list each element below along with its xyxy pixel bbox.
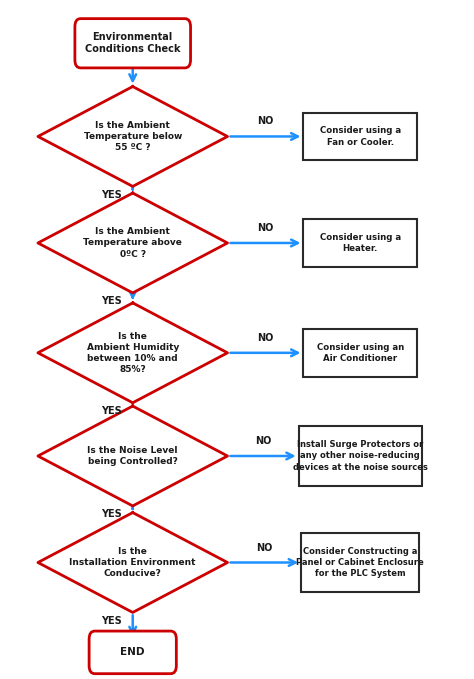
Polygon shape bbox=[38, 513, 228, 612]
Text: Is the Noise Level
being Controlled?: Is the Noise Level being Controlled? bbox=[88, 446, 178, 466]
Text: END: END bbox=[120, 647, 145, 657]
Polygon shape bbox=[38, 193, 228, 293]
Text: NO: NO bbox=[255, 436, 271, 446]
Text: Environmental
Conditions Check: Environmental Conditions Check bbox=[85, 32, 181, 54]
Text: Is the Ambient
Temperature above
0ºC ?: Is the Ambient Temperature above 0ºC ? bbox=[83, 227, 182, 259]
Text: Consider using a
Fan or Cooler.: Consider using a Fan or Cooler. bbox=[319, 126, 401, 147]
Text: YES: YES bbox=[101, 406, 122, 416]
FancyBboxPatch shape bbox=[303, 329, 417, 377]
Text: YES: YES bbox=[101, 296, 122, 306]
Text: NO: NO bbox=[257, 117, 273, 126]
FancyBboxPatch shape bbox=[303, 219, 417, 267]
Text: Is the
Installation Environment
Conducive?: Is the Installation Environment Conduciv… bbox=[70, 547, 196, 578]
Text: Is the
Ambient Humidity
between 10% and
85%?: Is the Ambient Humidity between 10% and … bbox=[87, 331, 179, 374]
FancyBboxPatch shape bbox=[75, 18, 191, 68]
FancyBboxPatch shape bbox=[303, 113, 417, 160]
Text: YES: YES bbox=[101, 189, 122, 200]
Text: YES: YES bbox=[101, 509, 122, 519]
Text: NO: NO bbox=[257, 223, 273, 233]
Text: NO: NO bbox=[256, 543, 273, 553]
Text: Is the Ambient
Temperature below
55 ºC ?: Is the Ambient Temperature below 55 ºC ? bbox=[83, 121, 182, 152]
Text: YES: YES bbox=[101, 616, 122, 626]
Text: NO: NO bbox=[257, 333, 273, 343]
Polygon shape bbox=[38, 86, 228, 187]
Text: Consider using a
Heater.: Consider using a Heater. bbox=[319, 233, 401, 253]
Polygon shape bbox=[38, 303, 228, 403]
FancyBboxPatch shape bbox=[301, 532, 419, 593]
Text: Install Surge Protectors or
any other noise-reducing
devices at the noise source: Install Surge Protectors or any other no… bbox=[293, 441, 428, 472]
Text: Consider using an
Air Conditioner: Consider using an Air Conditioner bbox=[317, 343, 404, 363]
FancyBboxPatch shape bbox=[89, 631, 176, 674]
FancyBboxPatch shape bbox=[299, 426, 422, 486]
Text: Consider Constructing a
Panel or Cabinet Enclosure
for the PLC System: Consider Constructing a Panel or Cabinet… bbox=[296, 547, 424, 578]
Polygon shape bbox=[38, 406, 228, 506]
